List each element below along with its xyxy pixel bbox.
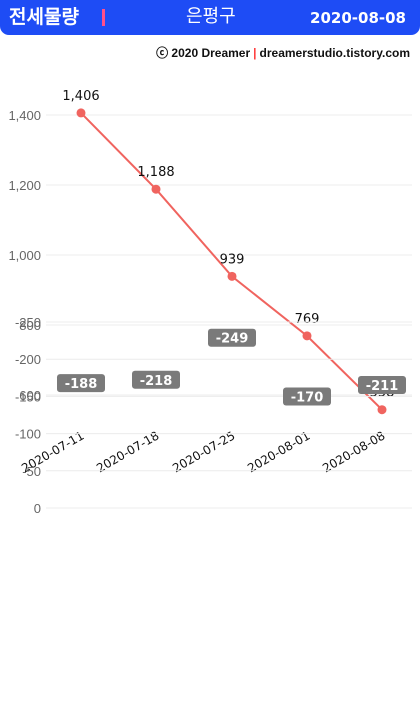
line-data-label: 1,406 <box>62 89 99 104</box>
credit-line: ⓒ 2020 Dreamer | dreamerstudio.tistory.com <box>156 44 410 61</box>
line-y-tick-label: 1,000 <box>8 248 41 263</box>
line-point <box>151 184 161 194</box>
line-data-label: 1,188 <box>137 165 174 180</box>
bar-value-box <box>208 328 256 347</box>
bar-value-label: -170 <box>291 391 324 406</box>
bar-y-tick-label: -150 <box>15 389 41 404</box>
line-y-tick-label: 800 <box>19 318 41 333</box>
bar-value-label: -218 <box>140 374 173 389</box>
bar-y-tick-label: -250 <box>15 315 41 330</box>
bar-value-label: -188 <box>65 377 98 392</box>
line-y-tick-label: 1,200 <box>8 178 41 193</box>
x-axis-date-label: 2020-08-01 <box>245 428 312 475</box>
line-y-tick-label: 600 <box>19 388 41 403</box>
credit-separator: | <box>253 46 257 60</box>
header-title: 전세물량 <box>9 6 79 28</box>
line-point <box>76 108 86 118</box>
x-axis-date-label: 2020-07-18 <box>94 428 161 475</box>
line-y-tick-label: 1,400 <box>8 108 41 123</box>
line-data-label: 769 <box>295 312 320 327</box>
bar-y-tick-label: -200 <box>15 352 41 367</box>
line-point <box>227 271 237 281</box>
bar-chart: 0 -50 -100 -150 -200 -250 -188 -218 -249 -170 -211 <box>15 315 412 516</box>
bar-value-label: -211 <box>366 379 399 394</box>
x-axis-date-label: 2020-08-08 <box>320 428 387 475</box>
line-data-label: 939 <box>220 252 245 267</box>
bar-value-box <box>57 374 105 393</box>
copyright-text: ⓒ 2020 Dreamer <box>156 46 251 60</box>
header-date: 2020-08-08 <box>310 9 406 27</box>
title-accent-bar <box>102 9 105 26</box>
site-link[interactable]: dreamerstudio.tistory.com <box>259 46 410 60</box>
bar-value-box <box>283 387 331 406</box>
bar-y-tick-label: -100 <box>15 427 41 442</box>
bar-value-label: -249 <box>216 332 249 347</box>
bar-value-box <box>358 376 406 395</box>
line-chart: 6008001,0001,2001,4001,4061,188939769558… <box>8 89 412 475</box>
line-point <box>377 405 387 415</box>
x-axis-date-label: 2020-07-25 <box>170 428 237 475</box>
header-bar: 전세물량 은평구 2020-08-08 <box>0 0 420 35</box>
bar-y-tick-label: 0 <box>34 501 41 516</box>
line-point <box>302 331 312 341</box>
bar-value-box <box>132 370 180 389</box>
bar-y-tick-label: -50 <box>22 464 41 479</box>
district-name: 은평구 <box>186 6 236 27</box>
